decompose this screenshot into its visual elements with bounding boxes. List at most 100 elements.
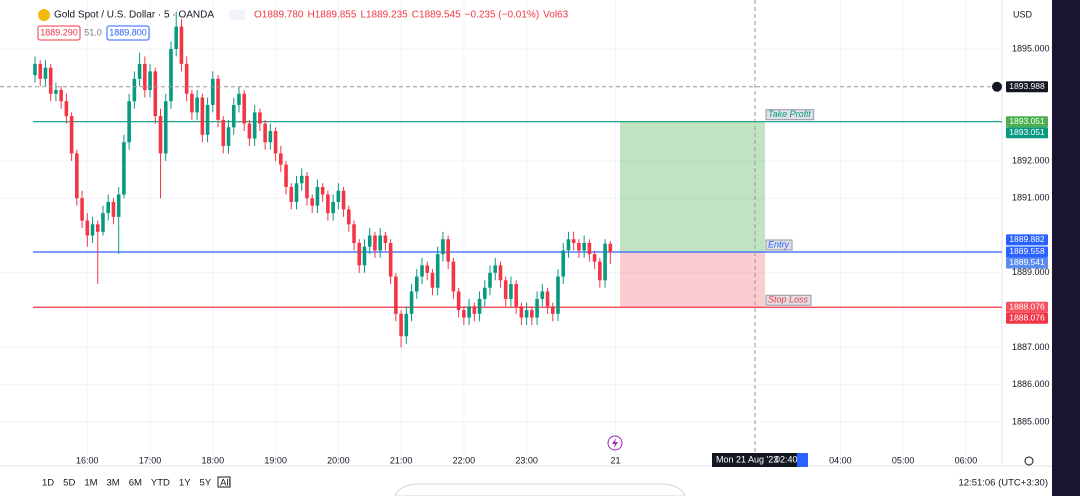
x-tick-label: 21:00 [390,455,413,465]
price-tag-label: 1889.541 [1009,257,1045,267]
date-range-icon[interactable] [217,476,231,488]
symbol-icon [38,9,50,21]
settings-icon[interactable] [1024,456,1034,466]
candle-body [577,242,581,251]
candle-body [409,291,414,314]
tag-button[interactable] [992,81,1002,92]
candle-body [467,306,471,318]
candle-body [195,97,199,113]
candle-body [503,280,508,299]
candle-body [451,261,456,292]
grid: 1885.000 1886.000 1887.000 1889.000 1891.000… [0,0,1050,466]
candle-body [64,101,69,117]
candle-body [320,187,325,195]
candle-body [315,187,320,206]
price-tag-label: 1888.076 [1009,313,1045,323]
candle-body [132,78,137,102]
candle-body [153,71,158,117]
candle-body [299,175,304,184]
x-tick-label: 19:00 [264,455,287,465]
candle-body [587,242,592,255]
timeframe-button[interactable]: All [220,478,231,489]
candle-body [80,198,84,221]
candle-body [373,235,377,251]
timeframe-button[interactable]: 5D [63,478,75,489]
candle-body [482,287,487,299]
candle-body [608,243,613,253]
level-label-bg [765,239,793,251]
candle-body [54,90,58,94]
crosshair-time: 02:40 [775,454,798,464]
x-tick-label: 17:00 [139,455,162,465]
level-label-bg [765,109,815,121]
candle-body [268,131,273,143]
event-icon[interactable] [607,435,623,451]
candle-body [75,153,79,199]
candle-body [367,235,372,247]
candle-body [524,310,529,318]
x-tick-label: 05:00 [892,455,915,465]
candle-body [289,187,294,202]
ohlc-info: O1889.780 H1889.855 L1889.235 C1889.545 −0.2… [254,10,569,21]
candle-body [535,298,539,318]
level-label: Entry [768,239,790,249]
candle-body [540,291,545,299]
symbol-title[interactable]: Gold Spot / U.S. Dollar · 5 · OANDA [54,10,214,21]
x-tick-label: 06:00 [955,455,978,465]
y-tick-label: 1895.000 [1012,43,1050,53]
candle-body [477,298,482,314]
x-tick-label: 04:00 [829,455,852,465]
price-tag [1006,116,1048,128]
timeframe-button[interactable]: 1D [42,478,54,489]
clock: 12:51:06 (UTC+3:30) [958,478,1048,489]
price-tag [1006,246,1048,258]
candle-body [472,306,477,314]
candle-body [284,164,288,188]
price-tag [1006,301,1048,313]
candle-body [122,142,126,195]
crosshair-date: Mon 21 Aug '23 [716,454,778,464]
candle-body [143,63,147,91]
candle-body [174,26,179,49]
timeframe-button[interactable]: 1Y [179,478,191,489]
candle-body [383,235,388,243]
currency[interactable]: USD [1013,9,1033,19]
price-tag-label: 1893.988 [1009,81,1045,91]
candle-body [347,209,351,225]
candle-body [200,97,205,135]
y-tick-label: 1889.000 [1012,267,1050,277]
candle-body [237,93,241,105]
level-label: Stop Loss [768,295,809,305]
candle-body [352,224,356,243]
price-tag [1006,312,1048,324]
candle-body [90,224,95,236]
timeframe-button[interactable]: 6M [129,478,142,489]
candle-body [414,276,419,292]
candle-body [336,190,341,202]
price-tag [1006,81,1048,93]
timeframe-button[interactable]: YTD [151,478,170,489]
candle-body [247,123,252,139]
candle-body [378,235,382,251]
candle-body [38,63,43,79]
ask-box[interactable] [106,25,150,41]
candle-body [184,63,189,94]
timeframe-button[interactable]: 1M [84,478,97,489]
timeframe-button[interactable]: 5Y [200,478,212,489]
candle-body [420,265,424,277]
x-tick-label: 21 [611,455,621,465]
candle-body [258,112,262,124]
candle-body [435,254,440,288]
candle-body [33,63,37,76]
y-tick-label: 1891.000 [1012,193,1050,203]
timeframe-button[interactable]: 3M [107,478,120,489]
candle-body [279,153,283,165]
candle-body [331,201,335,214]
bid-box[interactable] [37,25,81,41]
crosshair-time-edge [797,453,808,467]
candle-body [362,246,367,266]
x-tick-label: 23:00 [515,455,538,465]
menu-icon[interactable] [229,10,245,20]
